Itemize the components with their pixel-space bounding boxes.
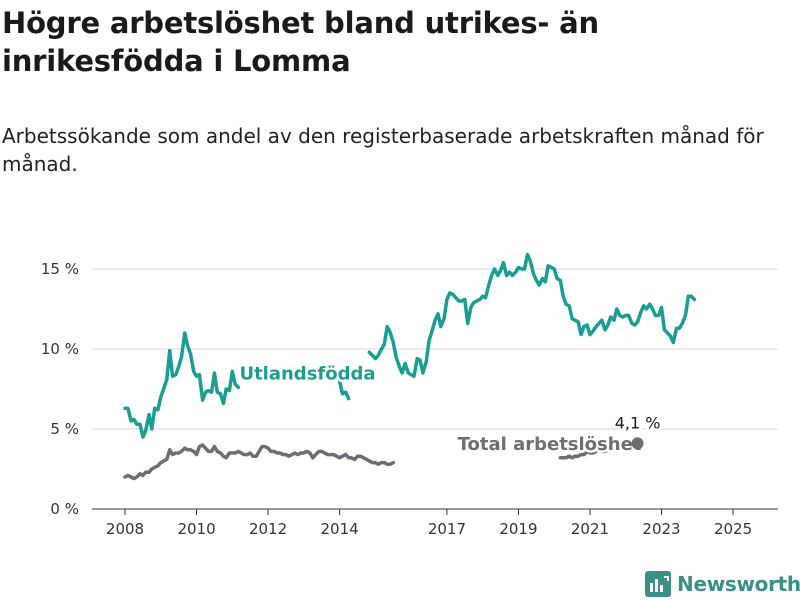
series-line-1 [558, 441, 640, 460]
x-tick-label: 2017 [428, 520, 466, 538]
x-axis: 2008 2010 2012 2014 2017 2019 2021 2023 2025 [106, 509, 752, 538]
x-tick-label: 2025 [714, 520, 752, 538]
x-tick-label: 2019 [499, 520, 537, 538]
x-tick-label: 2014 [321, 520, 359, 538]
series-line-0 [123, 331, 241, 439]
series-line-1 [123, 443, 396, 481]
series-labels: Utlandsfödda Total arbetslöshet 4,1 % [237, 361, 663, 457]
y-tick-label: 0 % [50, 500, 79, 518]
y-tick-label: 5 % [50, 420, 79, 438]
x-tick-label: 2008 [106, 520, 144, 538]
series-lines [123, 252, 697, 481]
brand-name: Newsworthy [677, 572, 800, 596]
gridlines [92, 268, 778, 510]
series-line-0 [367, 252, 697, 378]
newsworthy-brand: Newsworthy [645, 569, 800, 599]
x-tick-label: 2023 [642, 520, 680, 538]
y-tick-label: 10 % [41, 340, 79, 358]
series-label: Total arbetslöshet [458, 434, 642, 455]
series-label: Utlandsfödda [239, 363, 375, 384]
x-tick-label: 2010 [177, 520, 215, 538]
chart-subtitle: Arbetssökande som andel av den registerb… [2, 124, 764, 176]
x-tick-label: 2021 [571, 520, 609, 538]
last-value-label: 4,1 % [615, 413, 661, 432]
newsworthy-logo-icon [645, 571, 671, 597]
x-tick-label: 2012 [249, 520, 287, 538]
y-tick-label: 15 % [41, 260, 79, 278]
y-axis: 0 % 5 % 10 % 15 % [41, 260, 79, 518]
series-line-0 [337, 379, 351, 401]
chart-title: Högre arbetslöshet bland utrikes- än inr… [2, 6, 599, 78]
last-value-dot [631, 437, 644, 450]
